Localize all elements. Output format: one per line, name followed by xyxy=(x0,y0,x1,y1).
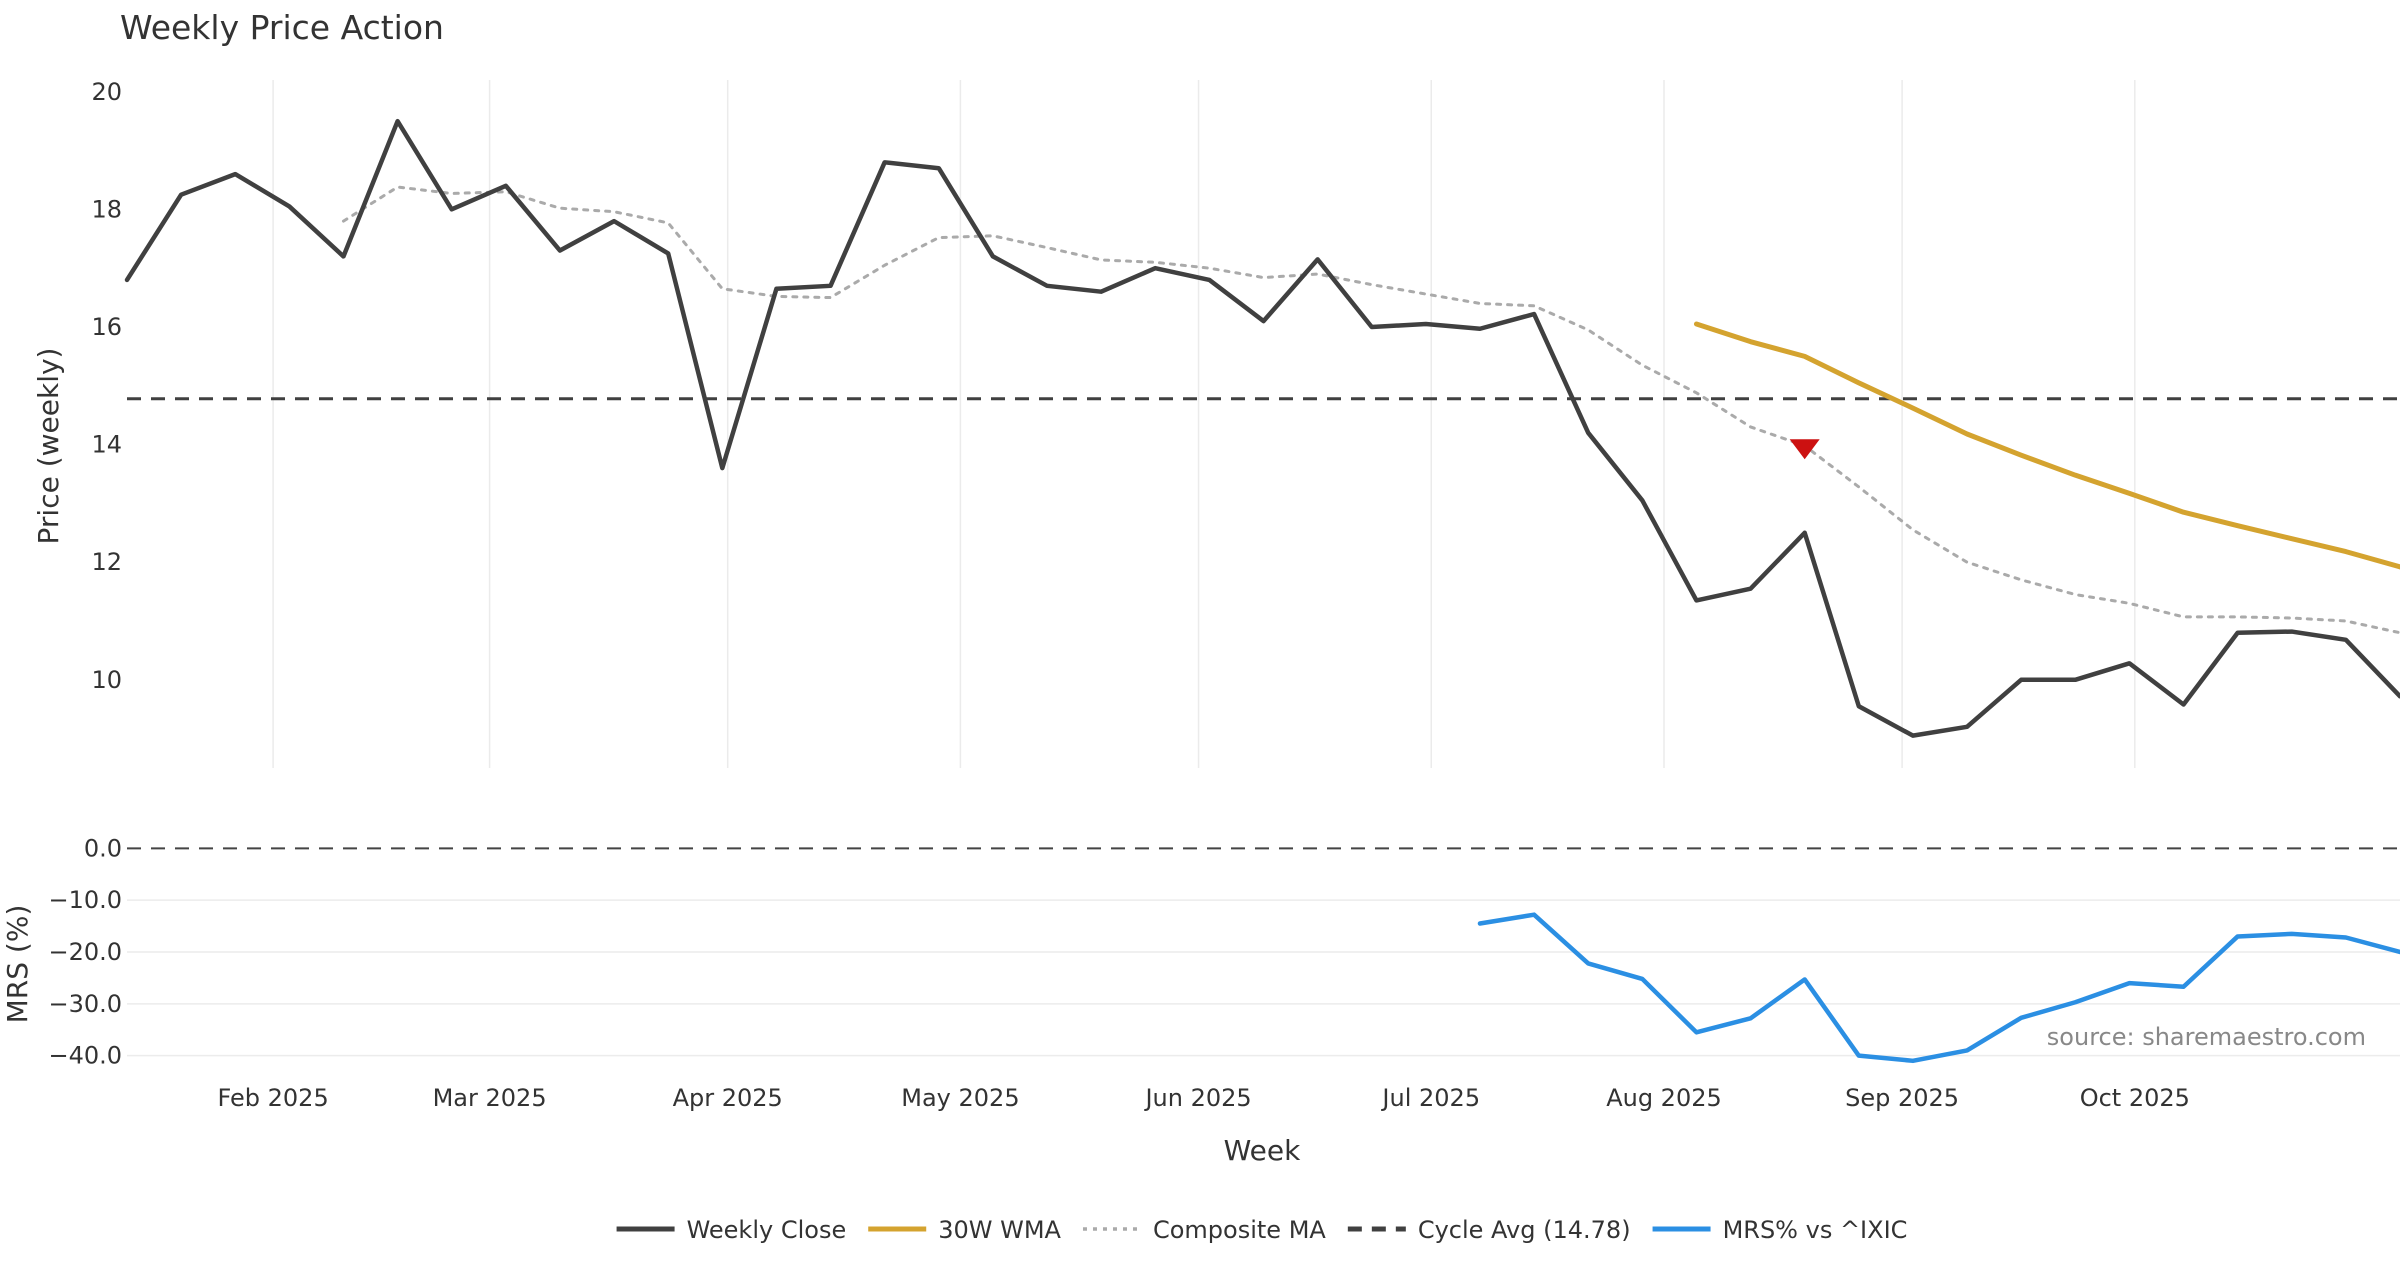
legend-label: MRS% vs ^IXIC xyxy=(1723,1216,1908,1244)
source-note: source: sharemaestro.com xyxy=(2047,1023,2366,1051)
series-line-30w-wma xyxy=(1693,321,2400,570)
plot-area: 10 12 14 16 18 20 0.0 −10.0 −20.0 −30.0 −40.0 Feb 2… xyxy=(48,78,2400,1112)
legend-label: Composite MA xyxy=(1153,1216,1326,1244)
mrs-y-tick-label: −40.0 xyxy=(48,1042,122,1070)
legend-item: MRS% vs ^IXIC xyxy=(1652,1216,1908,1244)
series-line-composite-ma xyxy=(341,185,2400,635)
chart-title: Weekly Price Action xyxy=(120,8,444,47)
mrs-y-tick-label: −20.0 xyxy=(48,938,122,966)
legend-item: Cycle Avg (14.78) xyxy=(1347,1216,1631,1244)
price-y-tick-label: 16 xyxy=(91,313,122,341)
legend-label: 30W WMA xyxy=(938,1216,1061,1244)
legend-item: 30W WMA xyxy=(868,1216,1062,1244)
price-axis-label: Price (weekly) xyxy=(32,348,65,545)
price-y-tick-label: 12 xyxy=(91,548,122,576)
series-line-weekly-close xyxy=(124,118,2400,738)
x-tick-label: Aug 2025 xyxy=(1606,1084,1722,1112)
price-y-tick-label: 20 xyxy=(91,78,122,106)
x-tick-label: Feb 2025 xyxy=(218,1084,329,1112)
x-tick-label: Mar 2025 xyxy=(433,1084,547,1112)
price-y-tick-label: 18 xyxy=(91,195,122,223)
legend-label: Cycle Avg (14.78) xyxy=(1418,1216,1631,1244)
legend-label: Weekly Close xyxy=(687,1216,847,1244)
x-tick-label: May 2025 xyxy=(901,1084,1019,1112)
x-tick-label: Jul 2025 xyxy=(1380,1084,1480,1112)
legend-item: Weekly Close xyxy=(616,1216,847,1244)
x-axis-label: Week xyxy=(1224,1134,1301,1167)
x-tick-label: Jun 2025 xyxy=(1143,1084,1251,1112)
price-y-tick-label: 14 xyxy=(91,431,122,459)
x-tick-label: Apr 2025 xyxy=(673,1084,783,1112)
signal-marker xyxy=(1789,439,1820,460)
x-tick-label: Sep 2025 xyxy=(1845,1084,1959,1112)
mrs-y-tick-label: 0.0 xyxy=(84,834,122,862)
mrs-axis-label: MRS (%) xyxy=(1,905,34,1024)
mrs-y-tick-label: −30.0 xyxy=(48,990,122,1018)
legend-item: Composite MA xyxy=(1082,1216,1326,1244)
mrs-y-tick-label: −10.0 xyxy=(48,886,122,914)
chart-legend: Weekly Close 30W WMA Composite MA Cycle Avg… xyxy=(616,1216,1908,1244)
price-y-tick-label: 10 xyxy=(91,666,122,694)
x-tick-label: Oct 2025 xyxy=(2080,1084,2190,1112)
series-line-mrs xyxy=(1477,912,2400,1064)
